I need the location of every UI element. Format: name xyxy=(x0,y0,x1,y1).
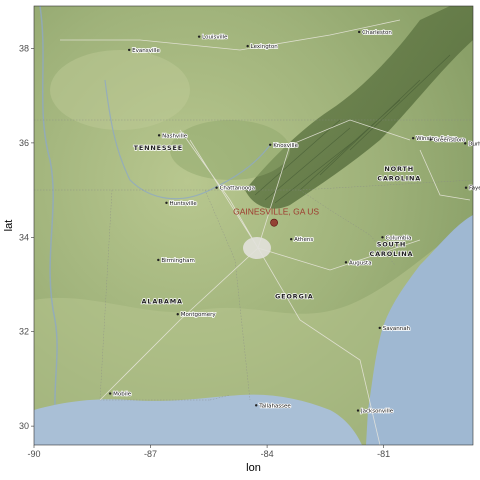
y-axis-title: lat xyxy=(3,220,15,232)
atlanta-urban-area xyxy=(243,237,271,259)
y-tick-label: 36 xyxy=(19,138,29,148)
city-dot xyxy=(157,134,161,137)
state-boundaries xyxy=(34,119,474,401)
x-axis-title: lon xyxy=(246,462,261,474)
gulf-of-mexico xyxy=(34,394,362,445)
state-label: CAROLINA xyxy=(370,250,414,258)
city-label: Chattanooga xyxy=(220,186,255,192)
mountains-band xyxy=(245,6,473,209)
city-label: Louisville xyxy=(202,35,228,41)
map-panel xyxy=(34,5,474,446)
city-label: Lexington xyxy=(251,44,279,50)
y-tick-label: 34 xyxy=(19,232,29,242)
city-labels: Evansville Louisville Lexington Charleston N… xyxy=(108,29,480,415)
gainesville-marker-point xyxy=(270,218,278,227)
city-label: Evansville xyxy=(132,48,160,54)
city-label: Columbia xyxy=(385,235,411,241)
x-tick-label: -87 xyxy=(144,449,157,459)
city-dot xyxy=(165,201,168,205)
panel-border xyxy=(33,5,474,446)
mississippi-river xyxy=(39,5,61,446)
city-label: Savannah xyxy=(383,326,411,332)
city-label: Athens xyxy=(294,237,313,243)
x-tick-label: -90 xyxy=(27,449,40,459)
city-dot xyxy=(464,186,468,189)
city-label: Charleston xyxy=(362,30,392,36)
city-dot xyxy=(381,236,384,239)
city-dot xyxy=(176,313,179,316)
state-label: ALABAMA xyxy=(142,297,183,305)
city-dot xyxy=(255,404,258,407)
city-label: Birmingham xyxy=(161,258,195,264)
plateau-area xyxy=(170,120,290,180)
city-label: Nashville xyxy=(162,133,188,139)
city-label: Montgomery xyxy=(181,312,217,318)
city-dot xyxy=(269,143,272,146)
city-label: Fayetteville xyxy=(469,186,480,192)
city-dot xyxy=(378,326,381,330)
city-dot xyxy=(411,136,415,140)
ridge-lines xyxy=(254,54,451,204)
city-label: Winston-Salem xyxy=(416,136,457,142)
city-label: Huntsville xyxy=(169,201,197,207)
lowland-area xyxy=(50,50,190,130)
city-label: Knoxville xyxy=(273,143,298,149)
state-labels: TENNESSEEALABAMAGEORGIANORTHCAROLINASOUT… xyxy=(133,143,421,306)
state-label: TENNESSEE xyxy=(134,144,183,152)
location-marker: GAINESVILLE, GA US xyxy=(233,207,319,227)
city-label: Greensboro xyxy=(434,138,467,144)
x-tick-label: -84 xyxy=(261,449,274,459)
city-label: Augusta xyxy=(349,260,372,266)
city-dot xyxy=(108,392,112,395)
atlantic-ocean xyxy=(366,215,473,445)
state-label: SOUTH xyxy=(377,241,406,249)
y-tick-label: 30 xyxy=(19,421,29,431)
city-dot xyxy=(246,44,249,48)
city-label: Jacksonville xyxy=(360,409,394,415)
city-dot xyxy=(215,186,218,189)
state-label: GEORGIA xyxy=(275,293,314,301)
city-dot xyxy=(157,258,160,262)
city-dot xyxy=(357,30,361,34)
y-axis: 30 32 34 36 38 xyxy=(19,43,34,431)
state-label: NORTH xyxy=(384,165,414,173)
city-dot xyxy=(356,409,360,412)
city-dot xyxy=(464,142,467,145)
x-axis: -90 -87 -84 -81 xyxy=(27,445,390,459)
city-label: Durham xyxy=(468,141,480,147)
city-dot xyxy=(344,261,348,264)
y-tick-label: 32 xyxy=(19,327,29,337)
x-tick-label: -81 xyxy=(377,449,390,459)
city-label: Mobile xyxy=(113,392,132,398)
city-dot xyxy=(197,35,201,38)
city-dot xyxy=(429,138,432,141)
city-dot xyxy=(127,48,131,52)
y-tick-label: 38 xyxy=(19,43,29,53)
city-dot xyxy=(289,237,293,241)
coastal-plain xyxy=(34,220,473,445)
state-label: CAROLINA xyxy=(377,175,421,183)
tennessee-river xyxy=(104,79,271,200)
gainesville-marker-label: GAINESVILLE, GA US xyxy=(233,207,319,217)
interstates xyxy=(60,19,471,446)
city-label: Tallahassee xyxy=(258,403,291,409)
